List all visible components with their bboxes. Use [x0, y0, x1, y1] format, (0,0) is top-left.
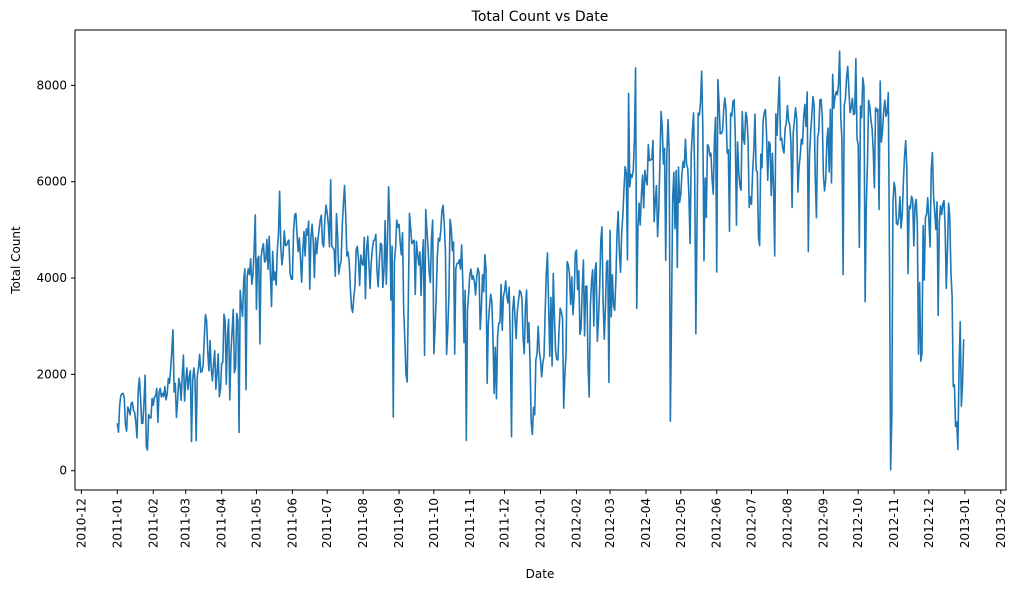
x-tick-label: 2012-08: [780, 498, 794, 548]
x-tick-label: 2013-01: [958, 498, 972, 548]
x-tick-label: 2012-07: [745, 498, 759, 548]
chart-title: Total Count vs Date: [471, 9, 609, 25]
x-tick-label: 2010-12: [74, 498, 88, 548]
y-tick-label: 8000: [36, 78, 67, 92]
x-tick-label: 2011-09: [392, 498, 406, 548]
x-tick-label: 2012-01: [534, 498, 548, 548]
x-tick-label: 2011-11: [463, 498, 477, 548]
x-tick-label: 2011-06: [285, 498, 299, 548]
x-tick-label: 2012-10: [851, 498, 865, 548]
x-tick-label: 2012-05: [674, 498, 688, 548]
y-tick-label: 0: [59, 464, 67, 478]
x-tick-label: 2011-04: [215, 498, 229, 548]
x-tick-label: 2011-12: [498, 498, 512, 548]
x-tick-label: 2012-09: [816, 498, 830, 548]
x-axis-label: Date: [526, 567, 555, 581]
y-tick-label: 6000: [36, 175, 67, 189]
x-tick-label: 2012-04: [639, 498, 653, 548]
x-tick-label: 2011-08: [356, 498, 370, 548]
x-tick-label: 2011-03: [179, 498, 193, 548]
x-tick-label: 2012-12: [922, 498, 936, 548]
x-tick-label: 2012-11: [887, 498, 901, 548]
x-tick-label: 2011-02: [146, 498, 160, 548]
x-tick-label: 2011-07: [320, 498, 334, 548]
x-tick-label: 2012-03: [603, 498, 617, 548]
y-axis-label: Total Count: [9, 226, 23, 295]
x-tick-label: 2011-05: [249, 498, 263, 548]
x-tick-label: 2013-02: [994, 498, 1008, 548]
x-tick-label: 2011-10: [427, 498, 441, 548]
x-tick-label: 2011-01: [110, 498, 124, 548]
data-line: [116, 50, 965, 471]
y-tick-label: 4000: [36, 271, 67, 285]
y-tick-label: 2000: [36, 367, 67, 381]
x-tick-label: 2012-06: [710, 498, 724, 548]
x-tick-label: 2012-02: [569, 498, 583, 548]
